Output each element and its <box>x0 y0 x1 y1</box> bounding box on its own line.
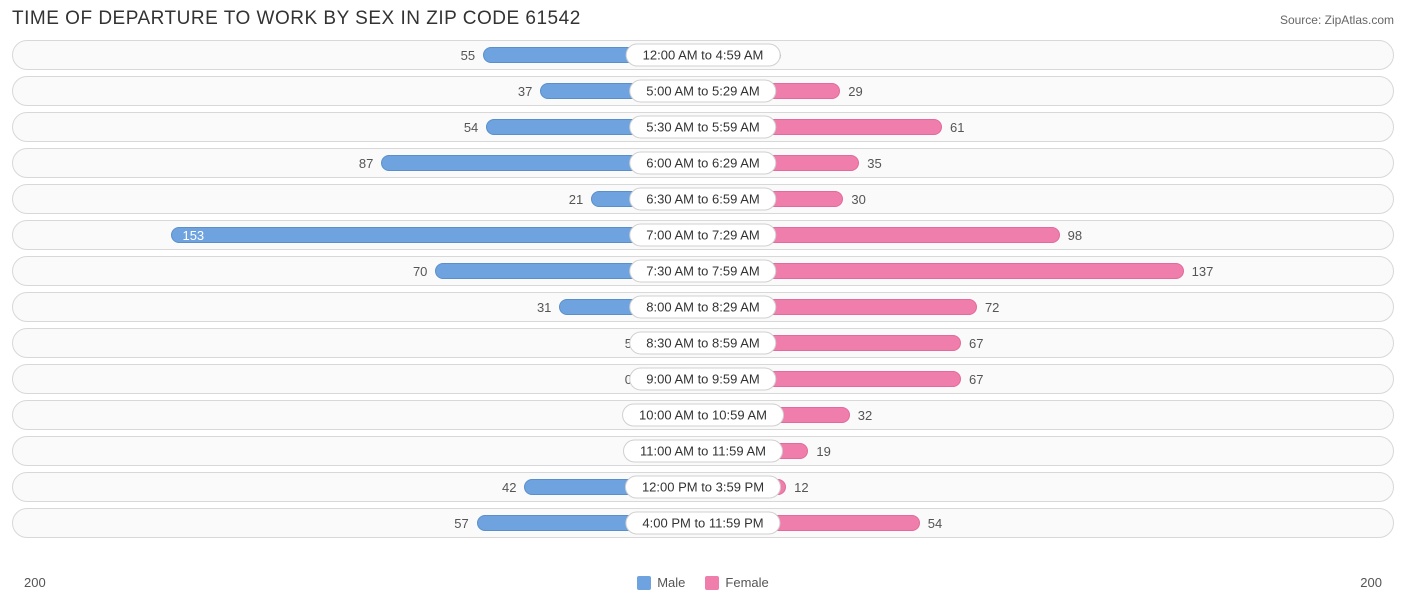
female-value: 137 <box>1184 264 1222 279</box>
chart-body: 55012:00 AM to 4:59 AM 37 29 5:00 AM to 5:2… <box>12 40 1394 569</box>
row-time-label: 12:00 PM to 3:59 PM <box>625 476 781 499</box>
female-value: 35 <box>859 156 889 171</box>
row-time-label: 8:30 AM to 8:59 AM <box>629 332 776 355</box>
chart-row: 01911:00 AM to 11:59 AM <box>12 436 1394 466</box>
female-bar <box>748 119 942 135</box>
chart-row: 31 72 8:00 AM to 8:29 AM <box>12 292 1394 322</box>
legend-male-label: Male <box>657 575 685 590</box>
chart-title: TIME OF DEPARTURE TO WORK BY SEX IN ZIP … <box>12 8 581 30</box>
male-value: 54 <box>456 120 486 135</box>
female-value: 54 <box>920 516 950 531</box>
chart-row: 37 29 5:00 AM to 5:29 AM <box>12 76 1394 106</box>
row-time-label: 12:00 AM to 4:59 AM <box>626 44 781 67</box>
female-value: 67 <box>961 372 991 387</box>
female-value: 98 <box>1060 228 1090 243</box>
legend-male-swatch <box>637 576 651 590</box>
row-time-label: 6:30 AM to 6:59 AM <box>629 188 776 211</box>
female-bar <box>748 371 961 387</box>
source-name: ZipAtlas.com <box>1325 13 1394 27</box>
female-value: 61 <box>942 120 972 135</box>
female-value: 30 <box>843 192 873 207</box>
row-time-label: 4:00 PM to 11:59 PM <box>625 512 780 535</box>
chart-row: 5678:30 AM to 8:59 AM <box>12 328 1394 358</box>
axis-left-max: 200 <box>24 575 46 590</box>
legend: Male Female <box>637 575 769 590</box>
male-value: 31 <box>529 300 559 315</box>
row-time-label: 9:00 AM to 9:59 AM <box>629 368 776 391</box>
male-value: 21 <box>561 192 591 207</box>
legend-male: Male <box>637 575 685 590</box>
male-value: 57 <box>446 516 476 531</box>
female-bar <box>748 299 977 315</box>
female-value: 32 <box>850 408 880 423</box>
legend-female-swatch <box>705 576 719 590</box>
row-time-label: 5:30 AM to 5:59 AM <box>629 116 776 139</box>
male-value: 55 <box>453 48 483 63</box>
chart-row: 0679:00 AM to 9:59 AM <box>12 364 1394 394</box>
chart-row: 21 30 6:30 AM to 6:59 AM <box>12 184 1394 214</box>
female-bar <box>748 263 1184 279</box>
male-value: 37 <box>510 84 540 99</box>
male-bar <box>381 155 658 171</box>
chart-row: 70 137 7:30 AM to 7:59 AM <box>12 256 1394 286</box>
row-time-label: 8:00 AM to 8:29 AM <box>629 296 776 319</box>
row-time-label: 7:00 AM to 7:29 AM <box>629 224 776 247</box>
source-attribution: Source: ZipAtlas.com <box>1280 13 1394 27</box>
chart-row: 153 98 7:00 AM to 7:29 AM <box>12 220 1394 250</box>
legend-female-label: Female <box>725 575 768 590</box>
female-value: 72 <box>977 300 1007 315</box>
female-value: 19 <box>808 444 838 459</box>
row-time-label: 6:00 AM to 6:29 AM <box>629 152 776 175</box>
row-time-label: 5:00 AM to 5:29 AM <box>629 80 776 103</box>
female-bar <box>748 227 1060 243</box>
chart-row: 42 12 12:00 PM to 3:59 PM <box>12 472 1394 502</box>
male-value: 70 <box>405 264 435 279</box>
female-value: 29 <box>840 84 870 99</box>
male-value: 42 <box>494 480 524 495</box>
chart-row: 87 35 6:00 AM to 6:29 AM <box>12 148 1394 178</box>
source-label: Source: <box>1280 13 1321 27</box>
axis-right-max: 200 <box>1360 575 1382 590</box>
female-value: 12 <box>786 480 816 495</box>
chart-row: 54 61 5:30 AM to 5:59 AM <box>12 112 1394 142</box>
chart-row: 63210:00 AM to 10:59 AM <box>12 400 1394 430</box>
row-time-label: 7:30 AM to 7:59 AM <box>629 260 776 283</box>
row-time-label: 11:00 AM to 11:59 AM <box>623 440 783 463</box>
male-bar: 153 <box>171 227 658 243</box>
male-value: 87 <box>351 156 381 171</box>
chart-row: 57 54 4:00 PM to 11:59 PM <box>12 508 1394 538</box>
female-value: 67 <box>961 336 991 351</box>
female-bar <box>748 335 961 351</box>
row-time-label: 10:00 AM to 10:59 AM <box>622 404 784 427</box>
legend-female: Female <box>705 575 768 590</box>
male-bar <box>435 263 658 279</box>
chart-row: 55012:00 AM to 4:59 AM <box>12 40 1394 70</box>
